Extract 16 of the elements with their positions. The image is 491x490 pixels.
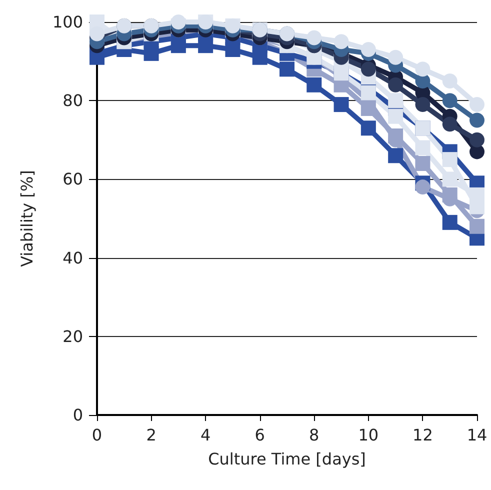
- x-tick-label: 2: [146, 426, 156, 444]
- y-tick-label: 0: [72, 406, 83, 424]
- x-tick-label: 8: [309, 426, 320, 444]
- y-tick-label: 40: [62, 248, 83, 268]
- x-tick-label: 10: [358, 426, 379, 444]
- x-tick-label: 6: [254, 426, 265, 444]
- y-axis-title: Viability [%]: [18, 170, 36, 267]
- y-tick-label: 60: [62, 170, 83, 189]
- x-tick-label: 14: [466, 426, 488, 444]
- x-axis-title: Culture Time [days]: [208, 450, 366, 468]
- x-tick-label: 12: [412, 426, 433, 444]
- x-tick-label: 0: [92, 426, 102, 444]
- y-tick-label: 100: [52, 12, 83, 32]
- x-tick-label: 4: [200, 426, 211, 444]
- y-tick-label: 80: [62, 91, 83, 110]
- y-tick-label: 20: [62, 326, 83, 346]
